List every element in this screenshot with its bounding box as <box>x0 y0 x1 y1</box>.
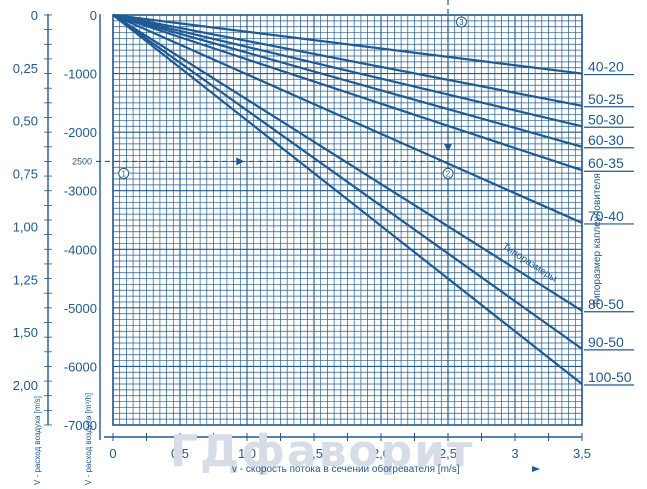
x-tick-label: 1,5 <box>305 446 323 461</box>
series-line-50-25 <box>112 13 583 107</box>
series-line-80-50 <box>112 14 583 312</box>
left-tick-label: 0,25 <box>13 61 38 76</box>
example-marker-3 <box>455 16 467 28</box>
left-tick-label: 1,25 <box>13 272 38 287</box>
series-label-70-40: 70-40 <box>588 208 624 224</box>
x-tick-label: 2,0 <box>372 446 390 461</box>
example-path: 2500 1 2 3 <box>72 0 467 425</box>
series-label-50-25: 50-25 <box>588 91 624 107</box>
left-tick-label: 0,50 <box>13 114 38 129</box>
example-marker-1 <box>118 167 130 179</box>
y-tick-label: -7000 <box>64 418 97 433</box>
watermark: ГДфаворит <box>170 426 474 477</box>
series-line-40-20 <box>112 13 583 75</box>
y-tick-label: -1000 <box>64 67 97 82</box>
left-tick-label: 1,00 <box>13 219 38 234</box>
y-tick-label: -5000 <box>64 301 97 316</box>
tick-labels: 0 0,5 1,0 1,5 2,0 2,5 3 3,5 0 -1000 -2000 -3000 -400… <box>13 8 591 461</box>
example-marker-2 <box>442 167 454 179</box>
x-tick-label: 3 <box>511 446 518 461</box>
series-line-70-40 <box>112 13 583 224</box>
y-tick-label: -6000 <box>64 359 97 374</box>
axes-frame <box>44 14 583 472</box>
x-tick-label: 1,0 <box>238 446 256 461</box>
series-line-90-50 <box>112 14 583 350</box>
x-tick-label: 2,5 <box>439 446 457 461</box>
y-tick-label: -4000 <box>64 242 97 257</box>
series-line-60-35 <box>112 13 583 172</box>
series-line-50-30 <box>112 13 583 128</box>
x-axis-arrow-icon <box>532 466 540 472</box>
x-tick-label: 0,5 <box>171 446 189 461</box>
left-scale-label: V - расход воздуха [m/s] <box>33 396 42 485</box>
example-flow-label: 2500 <box>72 156 92 166</box>
example-marker-label: 3 <box>459 18 464 27</box>
series-label-90-50: 90-50 <box>588 334 624 350</box>
legend-title: Типоразмер каплеуловителя <box>592 173 603 307</box>
series-label-40-20: 40-20 <box>588 59 624 75</box>
series-label-80-50: 80-50 <box>588 296 624 312</box>
y-tick-label: -3000 <box>64 184 97 199</box>
left-tick-label: 0 <box>31 8 38 23</box>
example-marker-label: 1 <box>121 169 126 178</box>
series-label-100-50: 100-50 <box>588 369 632 385</box>
series-label-50-30: 50-30 <box>588 111 624 127</box>
series-lines <box>112 13 583 385</box>
plot-border <box>112 14 583 426</box>
example-arrow-right-icon <box>236 157 245 166</box>
left-tick-label: 2,00 <box>13 378 38 393</box>
series-label-60-35: 60-35 <box>588 155 624 171</box>
series-line-60-30 <box>112 13 583 148</box>
y-axis-label: V - расход воздуха [m³/h] <box>84 393 93 485</box>
y-tick-label: -2000 <box>64 125 97 140</box>
series-line-100-50 <box>112 14 583 385</box>
example-arrow-down-icon <box>444 143 452 152</box>
grid <box>112 14 583 426</box>
left-tick-label: 1,50 <box>13 325 38 340</box>
x-axis-label: v - скорость потока в сечении обогревате… <box>232 463 460 475</box>
left-tick-label: 0,75 <box>13 167 38 182</box>
series-label-60-30: 60-30 <box>588 132 624 148</box>
y-tick-label: 0 <box>90 8 97 23</box>
x-tick-label: 0 <box>109 446 116 461</box>
series-labels: 40-20 50-25 50-30 60-30 60-35 70-40 80-50 90-50… <box>584 59 634 386</box>
example-marker-label: 2 <box>446 169 451 178</box>
x-tick-label: 3,5 <box>573 446 591 461</box>
